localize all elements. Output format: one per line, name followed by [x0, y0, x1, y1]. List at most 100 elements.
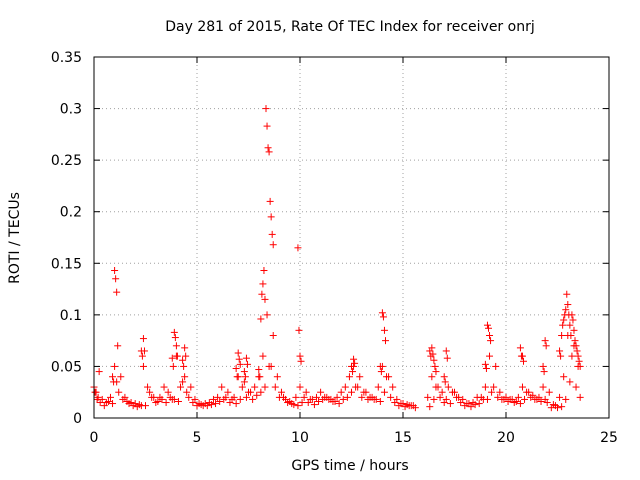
data-point	[566, 378, 574, 386]
data-point	[378, 309, 386, 317]
data-point	[172, 342, 180, 350]
data-point	[310, 401, 318, 409]
data-point	[249, 395, 257, 403]
data-point	[486, 331, 494, 339]
data-point	[368, 393, 376, 401]
data-point	[542, 342, 550, 350]
data-point	[243, 360, 251, 368]
data-point	[294, 244, 302, 252]
data-point	[376, 362, 384, 370]
y-tick-label: 0.1	[60, 308, 82, 324]
data-point	[567, 331, 575, 339]
data-point	[191, 395, 199, 403]
data-point	[146, 388, 154, 396]
data-point	[139, 362, 147, 370]
data-point	[341, 383, 349, 391]
data-point	[282, 395, 290, 403]
x-tick-label: 5	[193, 430, 202, 446]
data-point	[265, 362, 273, 370]
data-point	[257, 388, 265, 396]
data-point	[428, 344, 436, 352]
x-tick-labels: 0 5 10 15 20 25	[90, 430, 618, 446]
x-tick-label: 15	[394, 430, 412, 446]
data-point	[242, 393, 250, 401]
data-point	[343, 393, 351, 401]
data-point	[459, 395, 467, 403]
data-point	[251, 383, 259, 391]
plot-frame	[93, 56, 610, 419]
data-point	[262, 105, 270, 113]
data-point	[560, 316, 568, 324]
data-point	[434, 383, 442, 391]
data-point	[170, 328, 178, 336]
data-point	[232, 364, 240, 372]
data-point	[379, 313, 387, 321]
data-point	[292, 393, 300, 401]
data-point	[339, 395, 347, 403]
data-point	[431, 362, 439, 370]
data-point	[255, 366, 263, 374]
data-point	[238, 383, 246, 391]
data-point	[446, 400, 454, 408]
data-point	[158, 395, 166, 403]
data-point	[576, 362, 584, 370]
data-point	[374, 383, 382, 391]
data-point	[257, 315, 265, 323]
data-point	[245, 388, 252, 396]
data-point	[302, 388, 310, 396]
y-tick-label: 0	[73, 411, 82, 427]
data-point	[442, 395, 450, 403]
data-point	[295, 326, 303, 334]
data-point	[481, 383, 489, 391]
data-point	[475, 400, 483, 408]
x-axis-label: GPS time / hours	[291, 458, 408, 474]
data-point	[545, 388, 553, 396]
x-tick-label: 20	[497, 430, 515, 446]
data-point	[401, 403, 409, 411]
data-point	[541, 395, 549, 403]
data-point	[556, 347, 564, 355]
data-point	[129, 402, 137, 410]
data-point	[568, 311, 576, 319]
data-point	[539, 362, 547, 370]
data-point	[377, 368, 385, 376]
data-point	[209, 395, 217, 403]
data-point	[220, 395, 228, 403]
data-point	[348, 388, 355, 396]
data-point	[566, 321, 574, 329]
data-point	[430, 395, 438, 403]
data-point	[253, 391, 261, 399]
data-point	[171, 334, 179, 342]
data-point	[570, 326, 578, 334]
data-point	[558, 331, 566, 339]
data-point	[185, 393, 193, 401]
data-point	[572, 342, 580, 350]
data-point	[236, 395, 244, 403]
data-point	[268, 230, 276, 238]
data-point	[115, 388, 123, 396]
data-point	[508, 395, 516, 403]
data-point	[266, 197, 274, 205]
data-point	[568, 352, 576, 360]
data-point	[481, 360, 489, 368]
data-point	[533, 395, 541, 403]
data-point	[518, 352, 526, 360]
data-point	[265, 148, 273, 156]
data-point	[574, 352, 582, 360]
data-point	[512, 397, 520, 405]
data-point	[216, 397, 224, 405]
data-point	[233, 373, 241, 381]
data-point	[430, 356, 438, 364]
data-point	[261, 295, 269, 303]
data-point	[558, 403, 566, 411]
data-point	[256, 373, 264, 381]
data-point	[345, 373, 353, 381]
data-point	[182, 352, 190, 360]
data-point	[258, 290, 266, 298]
data-point	[296, 383, 304, 391]
data-point	[93, 395, 101, 403]
data-point	[442, 347, 450, 355]
data-point	[372, 395, 380, 403]
data-point	[385, 373, 393, 381]
data-point	[500, 395, 508, 403]
